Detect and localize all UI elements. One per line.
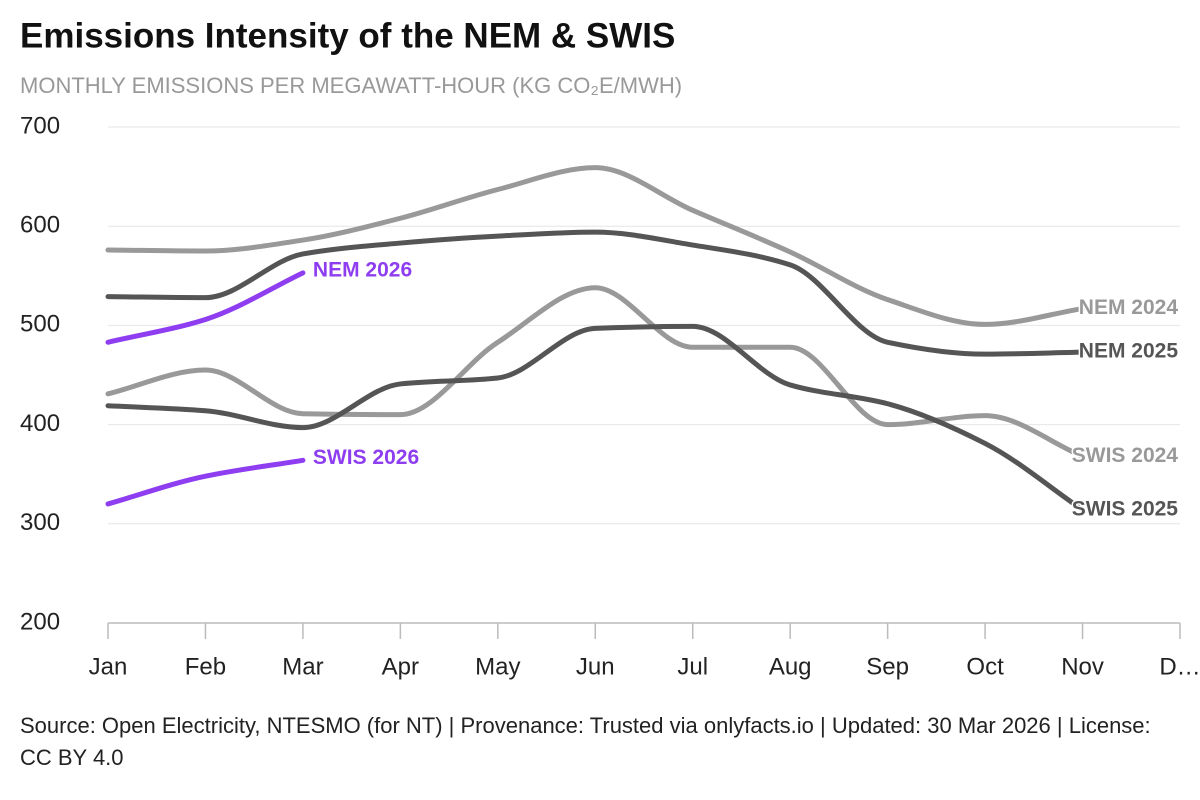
x-tick-label: Jul	[677, 653, 708, 680]
x-tick-label: Oct	[966, 653, 1004, 680]
series-label: SWIS 2026	[313, 446, 419, 469]
x-tick-label: Aug	[769, 653, 812, 680]
series-line	[105, 457, 306, 507]
series-label: NEM 2024	[1079, 296, 1179, 319]
x-tick-label: Apr	[382, 653, 419, 680]
y-tick-label: 200	[20, 608, 60, 635]
series-line	[105, 270, 306, 345]
x-tick-label: Feb	[185, 653, 226, 680]
series-label: NEM 2025	[1079, 340, 1179, 363]
y-tick-label: 300	[20, 509, 60, 536]
x-tick-label: Jun	[576, 653, 615, 680]
series-label: SWIS 2024	[1072, 444, 1179, 467]
series-line	[105, 165, 1086, 327]
y-tick-label: 700	[20, 112, 60, 139]
x-tick-label: Sep	[866, 653, 909, 680]
chart: Emissions Intensity of the NEM & SWIS MO…	[20, 16, 1200, 680]
y-tick-label: 600	[20, 212, 60, 239]
x-tick-label: Nov	[1061, 653, 1104, 680]
series-line	[105, 229, 1086, 357]
chart-subtitle: MONTHLY EMISSIONS PER MEGAWATT-HOUR (KG …	[20, 73, 682, 98]
y-tick-label: 400	[20, 410, 60, 437]
chart-title: Emissions Intensity of the NEM & SWIS	[20, 16, 675, 55]
series-line	[105, 323, 1086, 513]
x-tick-label: Mar	[282, 653, 323, 680]
source-note: Source: Open Electricity, NTESMO (for NT…	[20, 713, 1151, 770]
series-line	[105, 285, 1086, 459]
x-tick-label: Jan	[89, 653, 128, 680]
x-tick-label: D…	[1159, 653, 1200, 680]
series-label: NEM 2026	[313, 258, 412, 281]
series-label: SWIS 2025	[1072, 497, 1179, 520]
x-tick-label: May	[475, 653, 520, 680]
y-tick-label: 500	[20, 311, 60, 338]
